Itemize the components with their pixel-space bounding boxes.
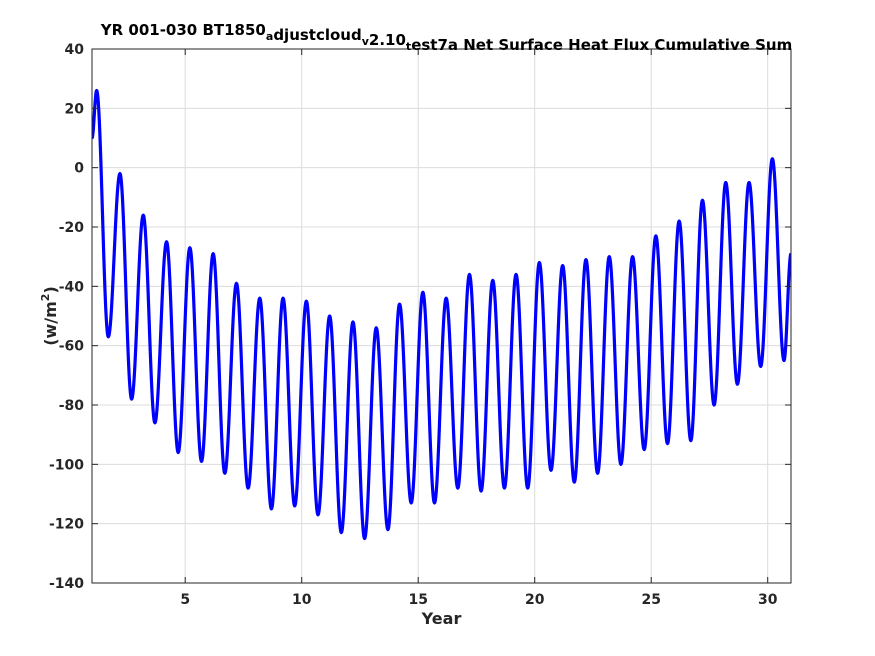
x-tick-label: 15 xyxy=(408,592,427,608)
x-tick-label: 20 xyxy=(525,592,545,608)
x-tick-label: 30 xyxy=(758,592,778,608)
chart-title: YR 001-030 BT1850adjustcloudv2.10test7a … xyxy=(100,21,793,54)
title-segment: djustcloud xyxy=(273,26,361,44)
series-line-0 xyxy=(92,88,791,541)
x-tick-label: 10 xyxy=(292,592,312,608)
y-axis-label: (w/m2) xyxy=(39,286,60,346)
title-subscript: t xyxy=(406,40,411,53)
y-tick-label: 0 xyxy=(74,161,84,177)
y-tick-label: -100 xyxy=(49,457,84,473)
y-label-superscript: 2 xyxy=(39,294,52,302)
x-tick-label: 5 xyxy=(180,592,190,608)
y-tick-label: -120 xyxy=(49,517,84,533)
data-layer xyxy=(92,88,791,541)
title-segment: est7a Net Surface Heat Flux Cumulative S… xyxy=(411,36,792,54)
title-subscript: a xyxy=(266,30,273,43)
y-tick-label: -60 xyxy=(59,339,85,355)
y-tick-label: -80 xyxy=(59,398,85,414)
ticks: 5 10 15 20 25 30 -140 -120 -100 -80 -60 -40 -20 0 20 40 xyxy=(49,42,791,608)
y-label-segment: ) xyxy=(41,286,60,293)
plot-area xyxy=(92,49,791,583)
title-segment: YR 001-030 BT1850 xyxy=(100,21,266,39)
title-segment: 2.10 xyxy=(369,31,406,49)
y-tick-label: -40 xyxy=(59,279,85,295)
y-tick-label: -20 xyxy=(59,220,85,236)
x-axis-label: Year xyxy=(421,609,462,628)
y-tick-label: 20 xyxy=(65,101,85,117)
title-subscript: v xyxy=(362,35,370,48)
x-tick-label: 25 xyxy=(641,592,660,608)
y-label-segment: (w/m xyxy=(41,301,60,346)
y-tick-label: -140 xyxy=(49,576,84,592)
plot-border xyxy=(91,48,792,584)
y-tick-label: 40 xyxy=(65,42,85,58)
